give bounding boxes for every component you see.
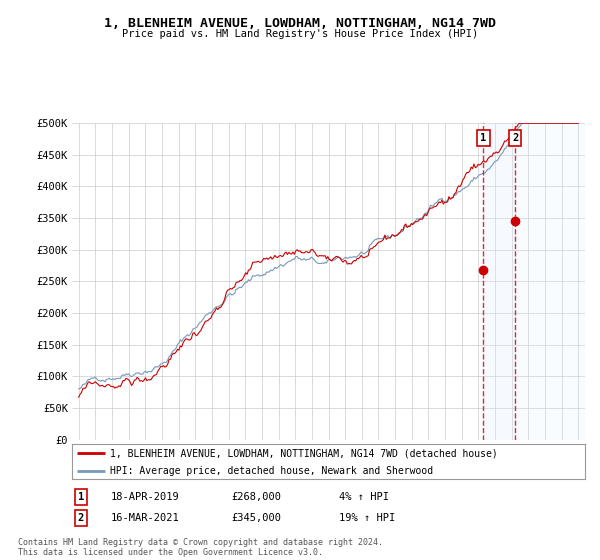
Text: 2: 2: [78, 513, 84, 523]
Text: 19% ↑ HPI: 19% ↑ HPI: [339, 513, 395, 523]
Text: 16-MAR-2021: 16-MAR-2021: [111, 513, 180, 523]
Bar: [484, 123, 515, 440]
Text: 1, BLENHEIM AVENUE, LOWDHAM, NOTTINGHAM, NG14 7WD (detached house): 1, BLENHEIM AVENUE, LOWDHAM, NOTTINGHAM,…: [110, 449, 498, 459]
Text: Price paid vs. HM Land Registry's House Price Index (HPI): Price paid vs. HM Land Registry's House …: [122, 29, 478, 39]
Bar: [515, 123, 585, 440]
Text: 4% ↑ HPI: 4% ↑ HPI: [339, 492, 389, 502]
Text: £345,000: £345,000: [231, 513, 281, 523]
Text: 18-APR-2019: 18-APR-2019: [111, 492, 180, 502]
Text: 1: 1: [480, 133, 487, 143]
Text: £268,000: £268,000: [231, 492, 281, 502]
Text: 1, BLENHEIM AVENUE, LOWDHAM, NOTTINGHAM, NG14 7WD: 1, BLENHEIM AVENUE, LOWDHAM, NOTTINGHAM,…: [104, 17, 496, 30]
Text: HPI: Average price, detached house, Newark and Sherwood: HPI: Average price, detached house, Newa…: [110, 466, 434, 476]
Text: 1: 1: [78, 492, 84, 502]
Text: Contains HM Land Registry data © Crown copyright and database right 2024.
This d: Contains HM Land Registry data © Crown c…: [18, 538, 383, 557]
Text: 2: 2: [512, 133, 518, 143]
